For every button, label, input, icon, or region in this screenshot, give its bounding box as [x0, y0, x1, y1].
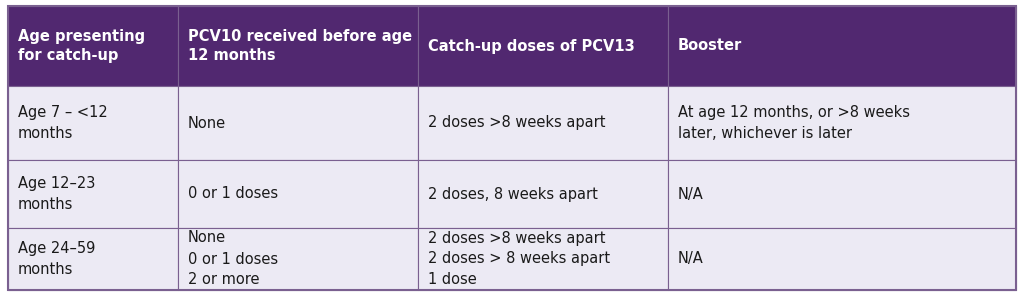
Bar [8, 6, 178, 86]
Text: 2 doses, 8 weeks apart: 2 doses, 8 weeks apart [428, 186, 598, 202]
Bar [668, 86, 1016, 160]
Bar [418, 6, 668, 86]
Text: At age 12 months, or >8 weeks
later, whichever is later: At age 12 months, or >8 weeks later, whi… [678, 105, 910, 141]
Bar [668, 6, 1016, 86]
Text: None: None [188, 116, 226, 131]
Text: None
0 or 1 doses
2 or more: None 0 or 1 doses 2 or more [188, 231, 279, 288]
Bar [418, 86, 668, 160]
Text: Catch-up doses of PCV13: Catch-up doses of PCV13 [428, 38, 635, 53]
Bar [668, 160, 1016, 228]
Text: Age 12–23
months: Age 12–23 months [18, 176, 95, 212]
Text: 0 or 1 doses: 0 or 1 doses [188, 186, 279, 202]
Bar [418, 228, 668, 290]
Text: N/A: N/A [678, 252, 703, 267]
Bar [178, 6, 418, 86]
Bar [668, 228, 1016, 290]
Text: 2 doses >8 weeks apart
2 doses > 8 weeks apart
1 dose: 2 doses >8 weeks apart 2 doses > 8 weeks… [428, 231, 610, 288]
Bar [8, 228, 178, 290]
Text: 2 doses >8 weeks apart: 2 doses >8 weeks apart [428, 116, 605, 131]
Bar [178, 160, 418, 228]
Text: Age 7 – <12
months: Age 7 – <12 months [18, 105, 108, 141]
Text: Age 24–59
months: Age 24–59 months [18, 241, 95, 277]
Bar [178, 86, 418, 160]
Text: PCV10 received before age
12 months: PCV10 received before age 12 months [188, 29, 412, 63]
Text: N/A: N/A [678, 186, 703, 202]
Text: Booster: Booster [678, 38, 742, 53]
Bar [418, 160, 668, 228]
Bar [8, 86, 178, 160]
Text: Age presenting
for catch-up: Age presenting for catch-up [18, 29, 145, 63]
Bar [178, 228, 418, 290]
Bar [8, 160, 178, 228]
